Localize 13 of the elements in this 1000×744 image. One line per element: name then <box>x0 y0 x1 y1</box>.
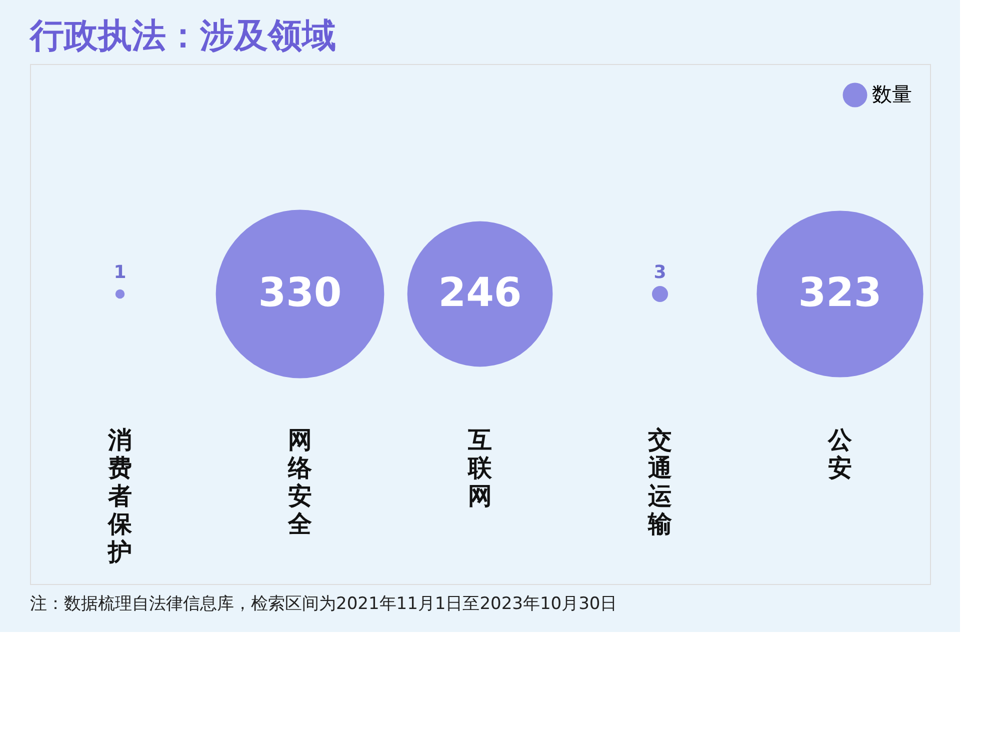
text: 行政执法：涉及领域 <box>29 16 336 56</box>
data-label: 3 <box>654 262 666 283</box>
data-label: 323 <box>798 270 882 316</box>
category-label: 消费者保护 <box>107 426 133 566</box>
text: 注：数据梳理自法律信息库，检索区间为2021年11月1日至2023年10月30日 <box>30 594 618 614</box>
category-label: 互联网 <box>467 426 493 510</box>
legend-label: 数量 <box>872 82 912 106</box>
data-label: 330 <box>258 270 342 316</box>
category-label: 公安 <box>827 426 853 482</box>
data-label: 1 <box>114 262 126 283</box>
data-label: 246 <box>438 270 522 316</box>
category-label: 交通运输 <box>647 426 673 538</box>
category-label: 网络安全 <box>287 426 313 538</box>
